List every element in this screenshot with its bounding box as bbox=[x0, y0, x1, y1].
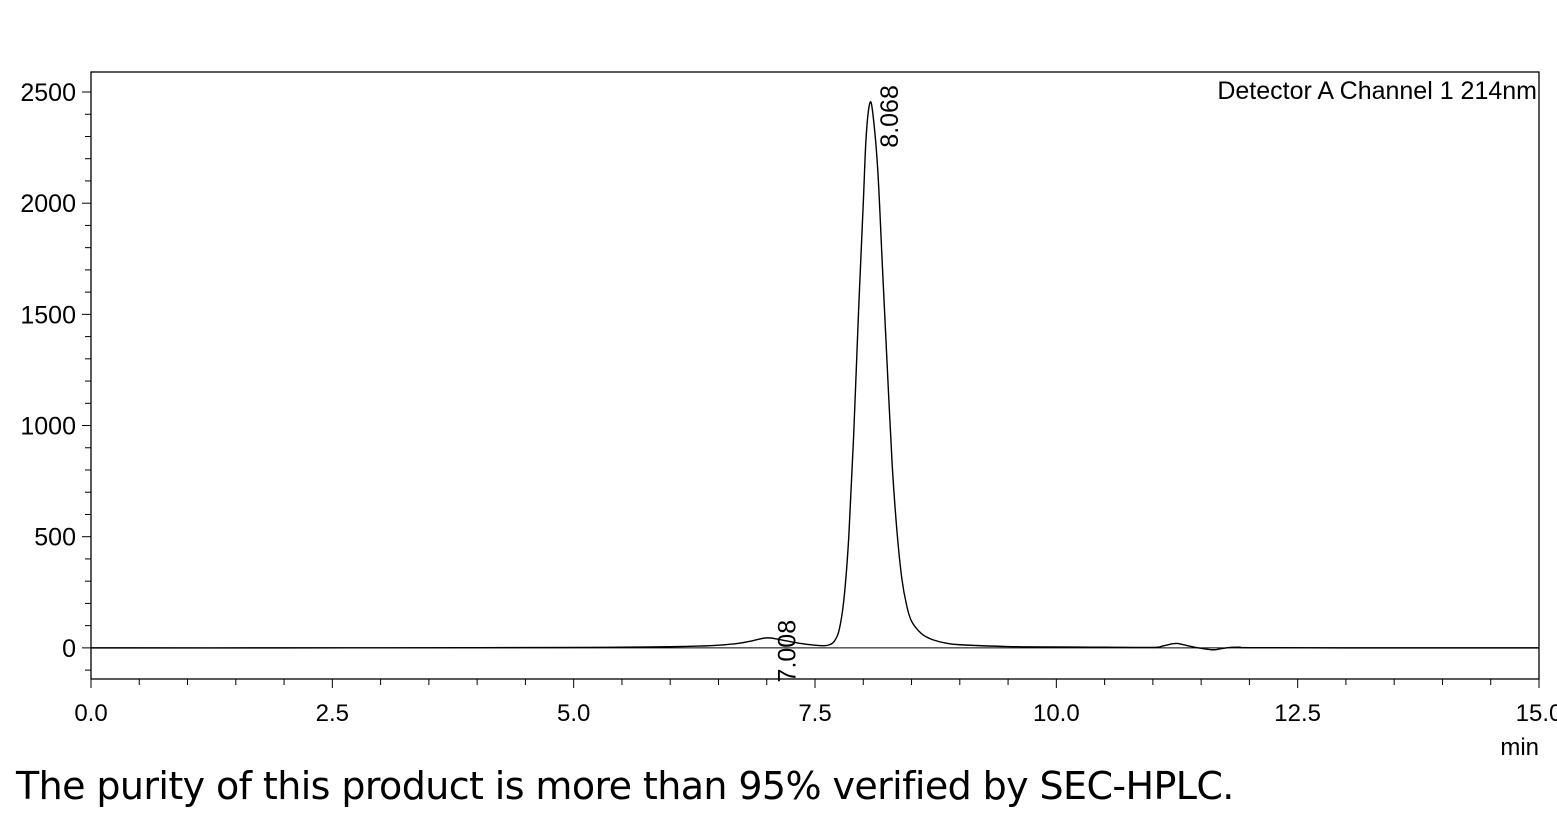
x-tick-label: 2.5 bbox=[316, 700, 349, 727]
x-tick-label: 10.0 bbox=[1033, 700, 1080, 727]
peak-labels: 7.008 8.068 bbox=[774, 85, 904, 682]
y-tick-label: 1500 bbox=[20, 301, 76, 329]
plot-frame bbox=[90, 71, 1540, 680]
peak-label: 7.008 bbox=[774, 620, 802, 683]
chromatogram-chart: 0.0 2.5 5.0 7.5 10.0 12.5 15.0 0 500 1000 1500 200… bbox=[20, 71, 1557, 760]
y-tick-label: 2000 bbox=[20, 190, 76, 218]
y-tick-label: 0 bbox=[62, 635, 76, 663]
minor-ticks bbox=[82, 91, 1540, 688]
x-axis: 0.0 2.5 5.0 7.5 10.0 12.5 15.0 bbox=[74, 700, 1557, 727]
chromatogram-trace bbox=[90, 101, 1540, 651]
y-tick-label: 500 bbox=[34, 524, 76, 552]
caption-text: The purity of this product is more than … bbox=[16, 764, 1234, 808]
x-tick-label: 0.0 bbox=[74, 700, 107, 727]
x-tick-label: 12.5 bbox=[1274, 700, 1321, 727]
x-tick-label: 7.5 bbox=[798, 700, 831, 727]
peak-label: 8.068 bbox=[876, 85, 904, 148]
legend-label: Detector A Channel 1 214nm bbox=[1217, 77, 1537, 105]
y-tick-label: 1000 bbox=[20, 413, 76, 441]
x-axis-label: min bbox=[1500, 734, 1539, 760]
x-tick-label: 15.0 bbox=[1516, 700, 1557, 727]
x-tick-label: 5.0 bbox=[557, 700, 590, 727]
y-axis: 0 500 1000 1500 2000 2500 bbox=[20, 79, 76, 663]
y-tick-label: 2500 bbox=[20, 79, 76, 107]
